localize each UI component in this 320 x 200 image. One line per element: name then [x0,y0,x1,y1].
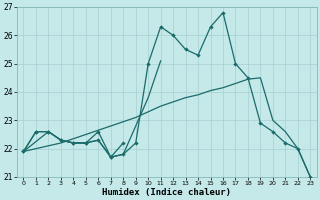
X-axis label: Humidex (Indice chaleur): Humidex (Indice chaleur) [102,188,231,197]
